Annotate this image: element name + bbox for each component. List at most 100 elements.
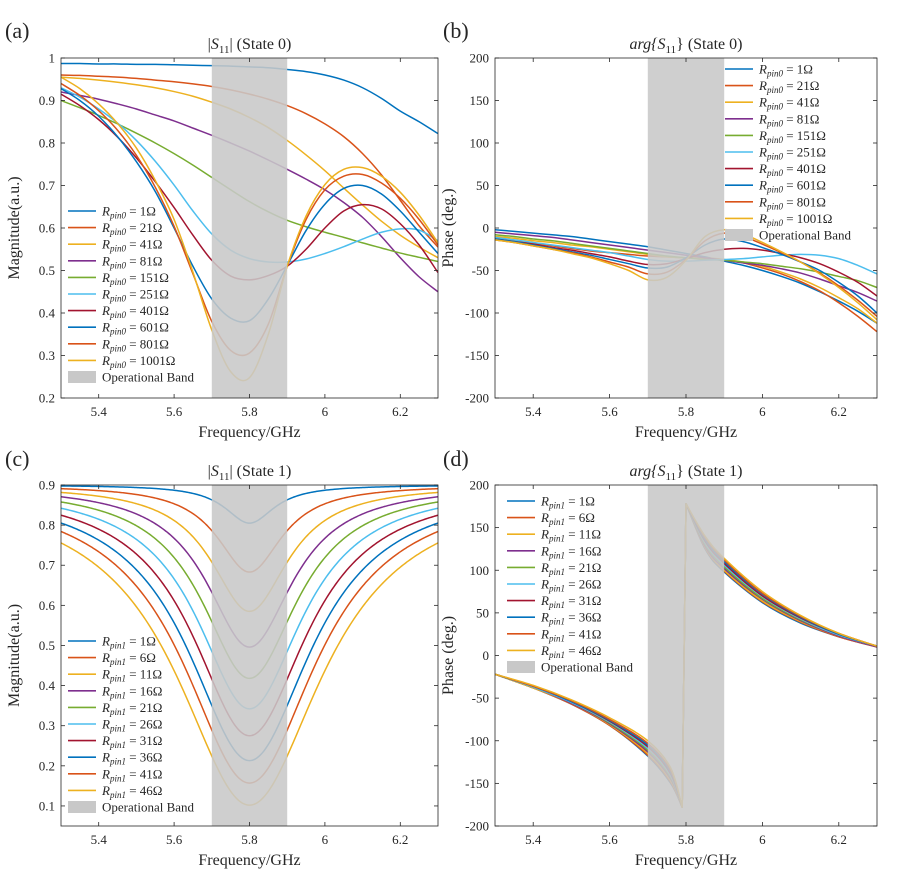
panel-letter: (c) — [5, 446, 29, 471]
y-tick-label: 200 — [470, 478, 490, 493]
x-axis-label: Frequency/GHz — [635, 852, 737, 869]
panel-title: |S11| (State 1) — [208, 463, 292, 483]
y-tick-label: 0.5 — [39, 638, 55, 653]
panel-title: arg{S11} (State 1) — [630, 463, 743, 483]
x-tick-label: 5.6 — [601, 832, 618, 847]
x-tick-label: 5.6 — [166, 404, 183, 419]
y-tick-label: 0.8 — [39, 518, 55, 533]
legend-entry: Rpin1 = 16Ω — [101, 683, 162, 700]
legend-entry: Rpin1 = 31Ω — [101, 733, 162, 750]
y-axis-label: Phase (deg.) — [440, 616, 457, 695]
legend-band-swatch — [68, 801, 96, 813]
y-tick-label: 100 — [470, 136, 490, 151]
legend-entry: Rpin1 = 6Ω — [540, 510, 595, 527]
y-tick-label: 0.2 — [39, 391, 55, 406]
legend-entry: Rpin0 = 401Ω — [758, 161, 826, 178]
x-tick-label: 5.8 — [241, 832, 257, 847]
y-tick-label: -100 — [465, 733, 489, 748]
legend-entry: Rpin1 = 21Ω — [540, 560, 601, 577]
operational-band — [647, 485, 725, 826]
panel-letter: (a) — [5, 18, 29, 43]
legend-entry: Rpin1 = 46Ω — [540, 643, 601, 660]
legend-band-label: Operational Band — [102, 800, 195, 815]
legend-entry: Rpin1 = 1Ω — [540, 494, 595, 511]
y-tick-label: 0.6 — [39, 221, 56, 236]
legend-entry: Rpin0 = 151Ω — [758, 128, 826, 145]
legend-entry: Rpin1 = 41Ω — [101, 766, 162, 783]
legend-entry: Rpin1 = 31Ω — [540, 593, 601, 610]
legend-entry: Rpin0 = 21Ω — [101, 220, 162, 237]
y-tick-label: 0.3 — [39, 718, 55, 733]
y-tick-label: 0.7 — [39, 558, 56, 573]
x-tick-label: 6 — [759, 404, 766, 419]
x-tick-label: 5.8 — [241, 404, 257, 419]
legend-entry: Rpin0 = 1001Ω — [101, 353, 175, 370]
y-tick-label: 0 — [483, 221, 490, 236]
y-tick-label: 0 — [483, 648, 490, 663]
y-tick-label: 50 — [476, 178, 489, 193]
y-tick-label: -100 — [465, 306, 489, 321]
x-tick-label: 5.4 — [91, 404, 108, 419]
legend-entry: Rpin1 = 11Ω — [540, 527, 601, 544]
y-tick-label: -150 — [465, 776, 489, 791]
operational-band — [211, 485, 288, 826]
legend-entry: Rpin0 = 1Ω — [101, 204, 156, 221]
y-tick-label: -50 — [472, 263, 489, 278]
legend-entry: Rpin0 = 801Ω — [101, 336, 169, 353]
y-tick-label: 0.2 — [39, 758, 55, 773]
x-tick-label: 5.4 — [525, 404, 542, 419]
y-tick-label: 50 — [476, 605, 489, 620]
panel-c: 5.4 5.6 5.8 6 6.2 0.1 0.2 0.3 0.4 0.5 0.6 0.7 0.8 0.9… — [5, 446, 439, 869]
panel-letter: (b) — [443, 18, 469, 43]
legend-entry: Rpin0 = 81Ω — [101, 253, 162, 270]
x-axis-label: Frequency/GHz — [198, 424, 300, 441]
y-tick-label: -50 — [472, 691, 489, 706]
legend-entry: Rpin0 = 801Ω — [758, 194, 826, 211]
x-tick-label: 6 — [322, 404, 329, 419]
x-axis-label: Frequency/GHz — [635, 424, 737, 441]
panel-title: arg{S11} (State 0) — [630, 36, 743, 56]
legend-entry: Rpin0 = 1001Ω — [758, 211, 832, 228]
legend-entry: Rpin1 = 11Ω — [101, 667, 162, 684]
legend-band-label: Operational Band — [102, 370, 195, 385]
legend-band-label: Operational Band — [759, 228, 852, 243]
legend-entry: Rpin0 = 151Ω — [101, 270, 169, 287]
legend-entry: Rpin1 = 26Ω — [101, 717, 162, 734]
legend-entry: Rpin1 = 36Ω — [540, 610, 601, 627]
y-tick-label: 0.7 — [39, 178, 56, 193]
legend-entry: Rpin0 = 41Ω — [758, 95, 819, 112]
legend-entry: Rpin0 = 251Ω — [758, 145, 826, 162]
x-tick-label: 6.2 — [831, 404, 847, 419]
x-tick-label: 6.2 — [831, 832, 847, 847]
legend-entry: Rpin0 = 601Ω — [758, 178, 826, 195]
y-tick-label: -200 — [465, 819, 489, 834]
panel-b: 5.4 5.6 5.8 6 6.2 -200 -150 -100 -50 0 50 100 150 200… — [440, 18, 878, 441]
panel-d: 5.4 5.6 5.8 6 6.2 -200 -150 -100 -50 0 50 100 150 200… — [440, 446, 878, 869]
y-tick-label: 100 — [470, 563, 490, 578]
y-tick-label: 0.8 — [39, 136, 55, 151]
y-tick-label: -200 — [465, 391, 489, 406]
y-axis-label: Magnitude(a.u.) — [6, 176, 23, 279]
x-tick-label: 5.4 — [525, 832, 542, 847]
y-tick-label: -150 — [465, 348, 489, 363]
x-tick-label: 5.6 — [601, 404, 618, 419]
x-tick-label: 5.6 — [166, 832, 183, 847]
legend-entry: Rpin1 = 21Ω — [101, 700, 162, 717]
y-tick-label: 1 — [49, 51, 56, 66]
legend-entry: Rpin1 = 26Ω — [540, 577, 601, 594]
x-tick-label: 6.2 — [392, 832, 408, 847]
x-tick-label: 6.2 — [392, 404, 408, 419]
x-tick-label: 5.8 — [678, 404, 694, 419]
legend-entry: Rpin0 = 81Ω — [758, 111, 819, 128]
operational-band — [211, 58, 288, 398]
legend-entry: Rpin1 = 41Ω — [540, 626, 601, 643]
y-tick-label: 0.5 — [39, 263, 55, 278]
legend-band-swatch — [507, 661, 535, 673]
legend-entry: Rpin1 = 6Ω — [101, 650, 156, 667]
legend-band-label: Operational Band — [541, 660, 634, 675]
